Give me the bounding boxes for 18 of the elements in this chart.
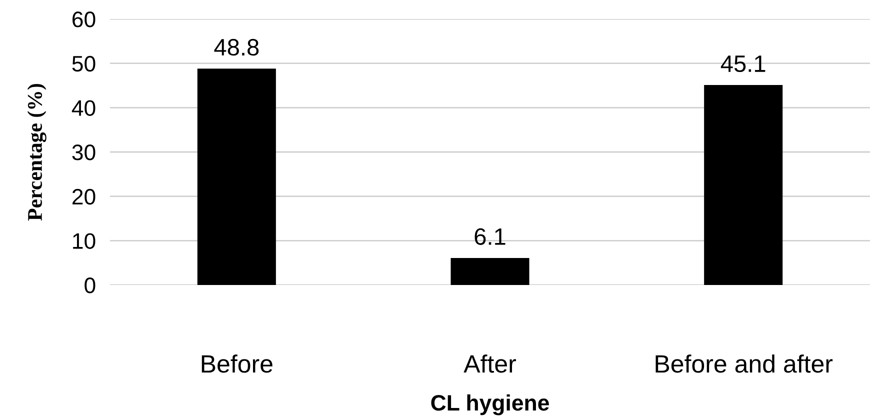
x-axis-title: CL hygiene (431, 394, 549, 416)
bar (704, 85, 783, 285)
data-label: 48.8 (214, 38, 259, 56)
x-tick-label: Before and after (656, 354, 833, 373)
y-tick-label: 20 (72, 188, 96, 205)
data-label: 45.1 (720, 56, 766, 72)
data-label: 6.1 (474, 228, 506, 245)
y-tick-label: 60 (72, 12, 96, 28)
y-tick-label: 40 (72, 100, 96, 116)
bar (450, 258, 530, 285)
y-tick-label: 10 (73, 233, 96, 249)
y-axis-title: Percentage (%) (27, 84, 46, 221)
x-tick-label: Before (202, 354, 272, 373)
bar (197, 68, 276, 285)
y-tick-label: 0 (84, 278, 96, 294)
x-tick-label: After (464, 354, 516, 373)
y-tick-label: 30 (72, 144, 96, 160)
y-tick-label: 50 (72, 56, 96, 72)
